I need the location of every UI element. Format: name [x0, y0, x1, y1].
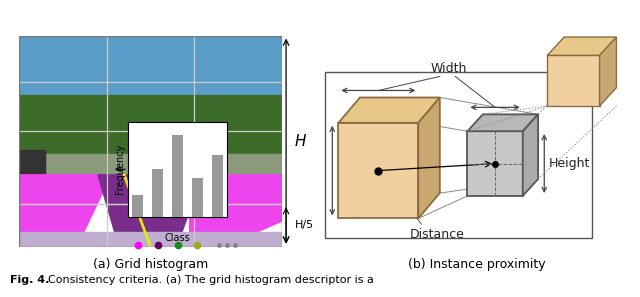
- Polygon shape: [419, 97, 440, 218]
- Bar: [132, 195, 143, 217]
- Text: H/5: H/5: [295, 220, 314, 230]
- Bar: [192, 178, 203, 217]
- Polygon shape: [19, 175, 111, 247]
- Polygon shape: [547, 37, 616, 55]
- Bar: [152, 169, 163, 217]
- Polygon shape: [600, 37, 616, 106]
- Bar: [212, 155, 223, 217]
- Polygon shape: [467, 114, 538, 131]
- Text: H: H: [295, 134, 307, 148]
- Polygon shape: [98, 175, 203, 247]
- Text: (b) Instance proximity: (b) Instance proximity: [408, 258, 546, 271]
- Polygon shape: [339, 97, 440, 123]
- Bar: [19, 154, 282, 175]
- Text: (a) Grid histogram: (a) Grid histogram: [93, 258, 208, 271]
- Bar: [172, 135, 183, 217]
- Text: Width: Width: [431, 62, 467, 75]
- Bar: [19, 95, 282, 158]
- Bar: [467, 131, 523, 196]
- Bar: [339, 123, 419, 218]
- Text: Consistency criteria. (a) The grid histogram descriptor is a: Consistency criteria. (a) The grid histo…: [48, 275, 374, 285]
- Y-axis label: Frequency: Frequency: [115, 144, 125, 195]
- Text: Height: Height: [549, 157, 590, 170]
- Bar: [324, 72, 592, 238]
- Bar: [19, 36, 282, 131]
- Bar: [547, 55, 600, 106]
- X-axis label: Class: Class: [164, 233, 191, 244]
- Bar: [19, 232, 282, 247]
- Polygon shape: [523, 114, 538, 196]
- Polygon shape: [189, 175, 282, 247]
- Bar: [19, 149, 45, 179]
- Text: Distance: Distance: [410, 228, 464, 241]
- Text: Fig. 4.: Fig. 4.: [10, 275, 49, 285]
